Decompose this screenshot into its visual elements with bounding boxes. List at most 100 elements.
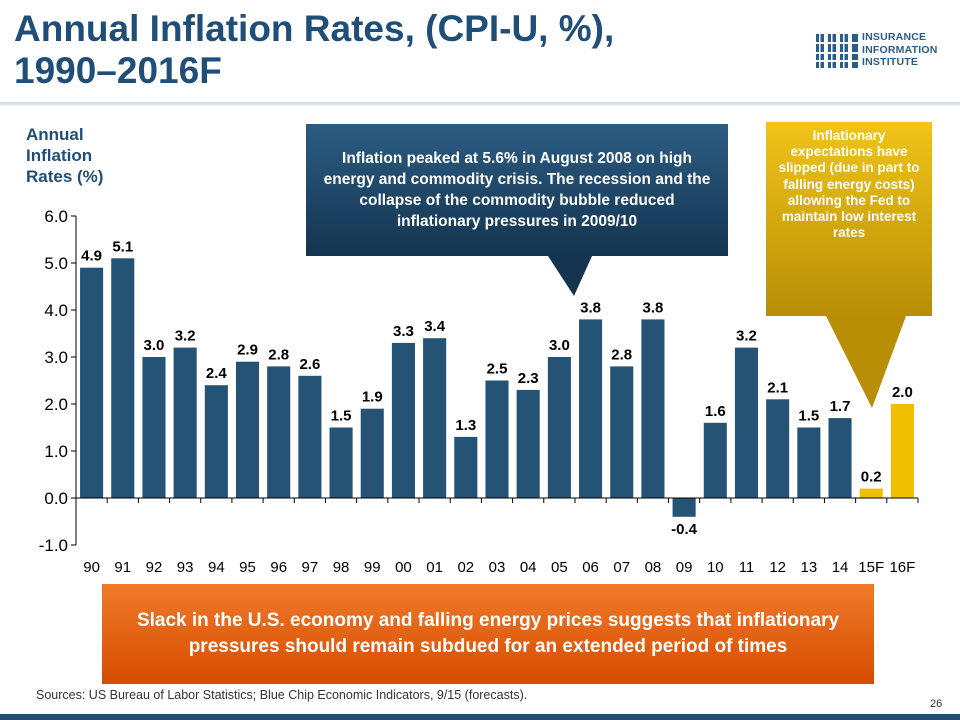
y-axis-label-line-1: Annual: [26, 125, 84, 144]
expectations-callout-pointer: [826, 316, 906, 408]
data-label: 1.5: [798, 408, 819, 425]
bar-95: [235, 361, 260, 498]
bar-00: [391, 342, 415, 498]
y-tick-label: 0.0: [44, 489, 68, 508]
sources-note: Sources: US Bureau of Labor Statistics; …: [36, 688, 528, 702]
expectations-callout: Inflationary expectations have slipped (…: [766, 122, 932, 316]
x-tick-label: 02: [457, 559, 474, 576]
bar-92: [142, 357, 166, 498]
x-tick-label: 03: [489, 559, 506, 576]
data-label: 3.3: [393, 323, 414, 340]
data-label: 3.4: [424, 318, 446, 335]
data-label: -0.4: [671, 521, 698, 538]
title-line-1: Annual Inflation Rates, (CPI-U, %),: [14, 8, 615, 49]
x-tick-label: 16F: [889, 559, 915, 576]
x-tick-label: 01: [426, 559, 443, 576]
y-tick-label: -1.0: [39, 536, 68, 555]
bar-07: [610, 366, 634, 498]
x-tick-label: 05: [551, 559, 568, 576]
y-tick-label: 4.0: [44, 301, 68, 320]
data-label: 2.5: [487, 361, 508, 378]
bar-16F: [890, 404, 914, 498]
bar-05: [547, 357, 571, 498]
bar-02: [454, 436, 478, 498]
logo-line-3: INSTITUTE: [862, 56, 919, 68]
data-label: 2.3: [518, 370, 539, 387]
x-tick-label: 97: [302, 559, 319, 576]
x-tick-label: 90: [83, 559, 100, 576]
bar-12: [766, 399, 790, 498]
data-label: 2.8: [268, 346, 289, 363]
data-label: 1.5: [331, 408, 352, 425]
slack-economy-callout: Slack in the U.S. economy and falling en…: [102, 584, 874, 684]
data-label: 0.2: [861, 469, 882, 486]
bar-06: [579, 319, 603, 498]
data-label: 1.3: [455, 417, 476, 434]
bar-09: [672, 498, 696, 517]
bar-93: [173, 347, 197, 498]
bar-99: [360, 408, 384, 498]
x-tick-label: 98: [333, 559, 350, 576]
data-label: 2.4: [206, 365, 228, 382]
data-label: 1.9: [362, 389, 383, 406]
x-tick-label: 11: [739, 559, 755, 576]
bar-01: [423, 338, 447, 498]
data-label: 4.9: [81, 248, 102, 265]
data-label: 1.6: [705, 403, 726, 420]
y-tick-label: 3.0: [44, 348, 68, 367]
bar-11: [734, 347, 759, 498]
y-axis-label-line-2: Inflation: [26, 146, 93, 165]
data-label: 2.1: [767, 379, 788, 396]
y-axis-label: Annual Inflation Rates (%): [26, 124, 136, 187]
x-tick-label: 00: [395, 559, 412, 576]
data-label: 2.8: [611, 346, 632, 363]
expectations-callout-text: Inflationary expectations have slipped (…: [778, 128, 920, 241]
x-tick-label: 94: [208, 559, 225, 576]
x-tick-label: 93: [177, 559, 194, 576]
bar-94: [204, 385, 228, 498]
data-label: 1.7: [830, 398, 851, 415]
x-tick-label: 08: [645, 559, 662, 576]
bar-96: [267, 366, 291, 498]
data-label: 2.6: [299, 356, 320, 373]
data-label: 3.0: [144, 337, 165, 354]
bar-10: [703, 422, 727, 498]
bars-group: [80, 258, 914, 517]
x-tick-label: 04: [520, 559, 537, 576]
x-tick-label: 91: [114, 559, 131, 576]
data-label: 2.9: [237, 342, 258, 359]
iii-logo-icon: [816, 34, 858, 68]
y-tick-label: 6.0: [44, 207, 68, 226]
data-label: 3.2: [736, 328, 757, 345]
data-label: 5.1: [112, 238, 133, 255]
x-tick-label: 06: [582, 559, 599, 576]
x-tick-label: 15F: [858, 559, 884, 576]
logo-line-2: INFORMATION: [862, 43, 938, 56]
data-label: 3.8: [642, 299, 663, 316]
data-label: 3.8: [580, 299, 601, 316]
x-tick-label: 92: [146, 559, 163, 576]
x-tick-label: 10: [707, 559, 724, 576]
peak-inflation-callout: Inflation peaked at 5.6% in August 2008 …: [306, 124, 728, 256]
bar-98: [329, 427, 353, 498]
bar-14: [828, 418, 852, 498]
y-tick-label: 5.0: [44, 254, 68, 273]
bar-91: [111, 258, 135, 498]
page-number: 26: [930, 698, 943, 710]
bar-04: [516, 389, 540, 498]
peak-inflation-callout-text: Inflation peaked at 5.6% in August 2008 …: [323, 150, 711, 230]
logo-text: INSURANCE INFORMATION INSTITUTE: [862, 31, 938, 69]
bar-97: [298, 375, 322, 498]
axes-group: 6.0 5.0 4.0 3.0 2.0 1.0 0.0 -1.0 90 91 92 93 94 95 96 9…: [39, 207, 919, 576]
data-label: 3.2: [175, 328, 196, 345]
page-title: Annual Inflation Rates, (CPI-U, %), 1990…: [14, 8, 754, 92]
bar-08: [641, 319, 665, 498]
data-labels-group: 4.9 5.1 3.0 3.2 2.4 2.9 2.8 2.6 1.5 1.9 3.3 3.4 1.3 2…: [81, 238, 913, 538]
y-tick-label: 1.0: [44, 442, 68, 461]
x-tick-label: 12: [769, 559, 786, 576]
bar-15F: [859, 488, 883, 498]
y-axis-label-line-3: Rates (%): [26, 167, 104, 186]
x-tick-label: 09: [676, 559, 693, 576]
x-tick-label: 13: [801, 559, 818, 576]
data-label: 3.0: [549, 337, 570, 354]
